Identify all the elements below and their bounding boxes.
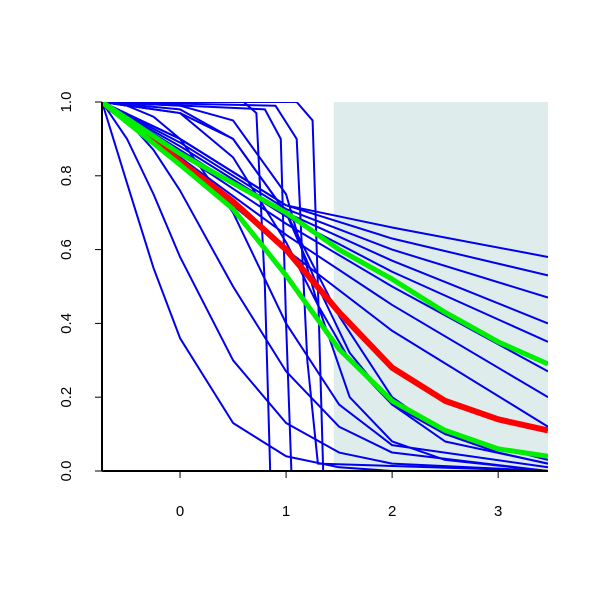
curve xyxy=(102,102,548,471)
curve xyxy=(102,102,548,459)
x-tick-label: 1 xyxy=(282,503,290,520)
curve xyxy=(102,102,548,299)
curve xyxy=(102,102,548,471)
plot-area xyxy=(102,102,548,471)
y-tick-label: 0.2 xyxy=(58,387,75,408)
curve xyxy=(102,102,548,471)
y-tick-label: 0.0 xyxy=(58,461,75,482)
curve xyxy=(102,102,548,471)
x-tick-label: 0 xyxy=(176,503,184,520)
x-tick-label: 2 xyxy=(388,503,396,520)
x-tick-label: 3 xyxy=(494,503,502,520)
curve xyxy=(102,102,548,461)
curve xyxy=(102,102,548,277)
y-tick-label: 0.8 xyxy=(58,165,75,186)
y-tick-label: 1.0 xyxy=(58,92,75,113)
curve xyxy=(102,102,548,367)
curve xyxy=(102,102,548,434)
y-tick-label: 0.4 xyxy=(58,313,75,334)
y-tick-label: 0.6 xyxy=(58,239,75,260)
